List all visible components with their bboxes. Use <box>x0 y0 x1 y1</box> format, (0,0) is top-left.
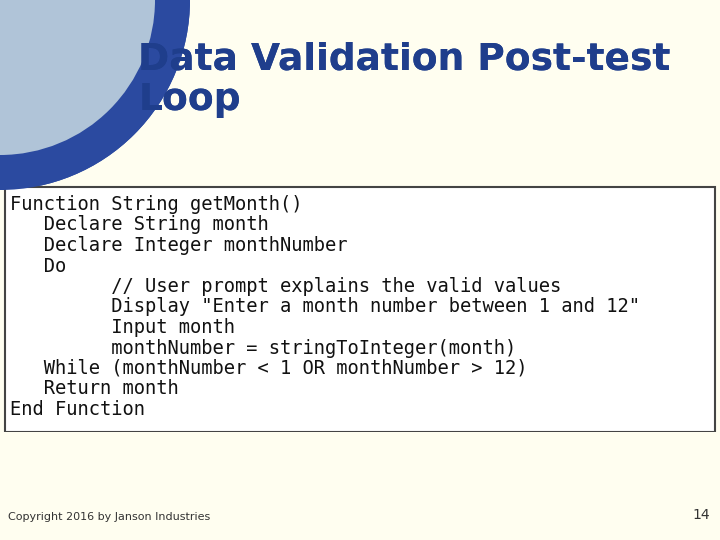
Text: // User prompt explains the valid values: // User prompt explains the valid values <box>10 277 562 296</box>
Circle shape <box>0 0 155 155</box>
Circle shape <box>0 0 155 155</box>
Text: While (monthNumber < 1 OR monthNumber > 12): While (monthNumber < 1 OR monthNumber > … <box>10 359 528 378</box>
Circle shape <box>0 0 190 190</box>
Text: Data Validation Post-test: Data Validation Post-test <box>138 42 670 78</box>
Text: Data Validation Post-test: Data Validation Post-test <box>138 42 670 78</box>
Text: Do: Do <box>10 256 66 275</box>
Text: Input month: Input month <box>10 318 235 337</box>
Text: Declare Integer monthNumber: Declare Integer monthNumber <box>10 236 348 255</box>
Text: Copyright 2016 by Janson Industries: Copyright 2016 by Janson Industries <box>8 512 210 522</box>
Text: Display "Enter a month number between 1 and 12": Display "Enter a month number between 1 … <box>10 298 640 316</box>
Text: Function String getMonth(): Function String getMonth() <box>10 195 302 214</box>
Text: monthNumber = stringToInteger(month): monthNumber = stringToInteger(month) <box>10 339 516 357</box>
Bar <box>5 187 715 432</box>
Bar <box>0 432 720 540</box>
Text: Loop: Loop <box>138 82 240 118</box>
Text: Loop: Loop <box>138 82 240 118</box>
Circle shape <box>0 0 190 190</box>
Text: Return month: Return month <box>10 380 179 399</box>
Text: Declare String month: Declare String month <box>10 215 269 234</box>
Text: End Function: End Function <box>10 400 145 419</box>
Text: 14: 14 <box>693 508 710 522</box>
